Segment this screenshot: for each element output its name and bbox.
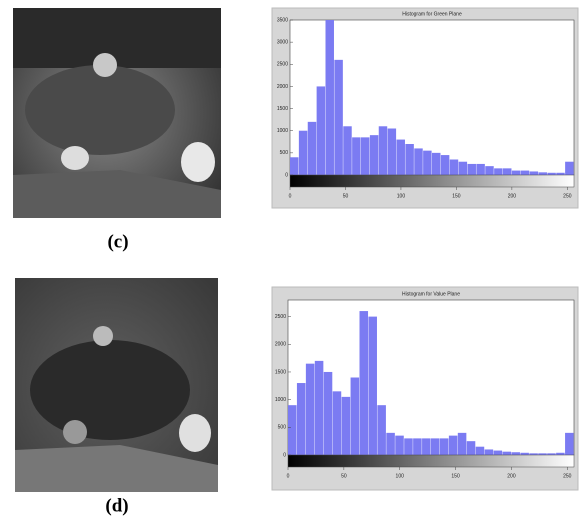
bar [307, 121, 317, 175]
bar [377, 405, 386, 455]
y-tick-label: 2000 [277, 84, 288, 90]
bar [323, 371, 333, 455]
bar [565, 161, 574, 175]
bar [547, 453, 556, 455]
bar [368, 316, 377, 455]
bar [449, 159, 459, 175]
bar [396, 139, 405, 175]
y-tick-label: 2500 [277, 62, 288, 68]
x-tick-label: 50 [343, 193, 349, 199]
bar [502, 451, 512, 455]
bar [493, 450, 503, 455]
bar [332, 391, 342, 455]
bar [359, 311, 369, 455]
y-tick-label: 500 [280, 150, 289, 156]
bar [520, 170, 530, 175]
bar [296, 383, 306, 455]
bar [361, 137, 370, 175]
x-tick-label: 100 [397, 193, 406, 199]
colorbar [287, 454, 575, 468]
x-tick-label: 150 [452, 193, 461, 199]
y-tick-label: 2000 [275, 342, 286, 348]
bar [352, 137, 361, 175]
y-tick-label: 1500 [275, 369, 286, 375]
bar [298, 130, 308, 175]
x-tick-label: 50 [341, 473, 347, 479]
colorbar [289, 174, 575, 188]
x-tick-label: 250 [563, 473, 572, 479]
chart-title: Histogram for Green Plane [402, 11, 462, 17]
bar [422, 438, 431, 455]
bar [538, 453, 547, 455]
bar [494, 168, 503, 175]
caption: (d) [105, 495, 128, 516]
bar [414, 148, 423, 175]
bar [423, 150, 432, 175]
bar [520, 452, 529, 455]
y-tick-label: 3000 [277, 39, 288, 45]
x-tick-label: 100 [396, 473, 405, 479]
bar [556, 172, 565, 175]
photo-c [13, 8, 221, 218]
x-tick-label: 200 [507, 473, 516, 479]
chart-title: Histogram for Value Plane [402, 291, 460, 297]
bar [314, 360, 324, 455]
bar [476, 163, 485, 175]
y-tick-label: 1500 [277, 106, 288, 112]
bar [432, 152, 441, 175]
photo-d [15, 278, 218, 492]
y-tick-label: 1000 [277, 128, 288, 134]
bar [547, 172, 556, 175]
bar [484, 449, 494, 455]
bar [503, 168, 512, 175]
bar [369, 135, 379, 175]
x-tick-label: 0 [289, 193, 292, 199]
bar [457, 432, 467, 455]
x-tick-label: 250 [563, 193, 572, 199]
bar [511, 452, 520, 455]
bar [529, 171, 539, 175]
bar [466, 441, 476, 455]
bar [431, 438, 440, 455]
x-tick-label: 150 [451, 473, 460, 479]
bar [316, 86, 326, 175]
bar [529, 453, 538, 455]
bar [565, 432, 574, 455]
bar [404, 438, 413, 455]
bar [387, 128, 397, 175]
bar [288, 405, 297, 455]
bar [413, 438, 422, 455]
x-tick-label: 0 [287, 473, 290, 479]
bar [386, 432, 395, 455]
bar [448, 435, 458, 455]
bar [325, 20, 334, 175]
bar [475, 446, 485, 455]
bar [405, 144, 414, 175]
y-tick-label: 0 [283, 452, 286, 458]
bar [341, 396, 351, 455]
bar [343, 126, 352, 175]
bar [378, 126, 388, 175]
x-tick-label: 200 [508, 193, 517, 199]
y-tick-label: 500 [278, 425, 287, 431]
y-tick-label: 1000 [275, 397, 286, 403]
bar [467, 163, 476, 175]
bar [440, 155, 450, 175]
y-tick-label: 0 [285, 172, 288, 178]
bar [511, 170, 521, 175]
bar [395, 435, 404, 455]
bar [334, 59, 343, 175]
y-tick-label: 2500 [275, 314, 286, 320]
bar [485, 166, 494, 175]
bar [350, 377, 360, 455]
bar [290, 157, 299, 175]
bar [439, 438, 449, 455]
caption: (c) [107, 231, 128, 252]
y-tick-label: 3500 [277, 17, 288, 23]
bar [556, 452, 565, 455]
bar [305, 363, 315, 455]
bar [458, 161, 468, 175]
bar [538, 172, 547, 175]
